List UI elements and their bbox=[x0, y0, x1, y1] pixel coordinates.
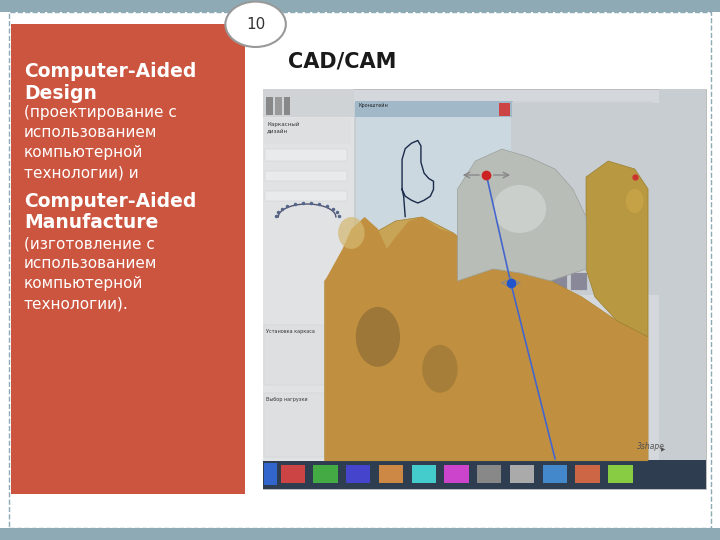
Text: использованием: использованием bbox=[24, 125, 157, 140]
Text: компьютерной: компьютерной bbox=[24, 145, 143, 160]
Text: использованием: использованием bbox=[24, 256, 157, 272]
Bar bbox=[499, 103, 510, 116]
Bar bbox=[281, 465, 305, 483]
Text: (изготовление с: (изготовление с bbox=[24, 237, 155, 252]
Bar bbox=[659, 89, 706, 461]
Bar bbox=[284, 97, 290, 115]
Bar bbox=[552, 273, 567, 290]
Bar bbox=[313, 465, 338, 483]
Bar bbox=[454, 273, 470, 290]
Ellipse shape bbox=[422, 345, 458, 393]
Polygon shape bbox=[325, 217, 648, 461]
Bar bbox=[264, 325, 351, 385]
Polygon shape bbox=[325, 217, 648, 461]
Bar bbox=[355, 101, 512, 271]
Bar bbox=[477, 465, 501, 483]
Bar bbox=[412, 465, 436, 483]
Text: (проектирование с: (проектирование с bbox=[24, 105, 176, 120]
Bar bbox=[265, 171, 347, 181]
Text: Manufacture: Manufacture bbox=[24, 213, 158, 232]
Bar bbox=[264, 118, 351, 144]
Bar bbox=[265, 191, 347, 201]
Ellipse shape bbox=[626, 189, 644, 213]
Text: 10: 10 bbox=[246, 17, 265, 32]
Bar bbox=[444, 465, 469, 483]
Bar bbox=[357, 273, 373, 290]
Text: CAD/CAM: CAD/CAM bbox=[288, 51, 397, 71]
Ellipse shape bbox=[356, 307, 400, 367]
Text: Computer-Aided: Computer-Aided bbox=[24, 192, 196, 211]
Bar bbox=[275, 97, 282, 115]
Text: ▶: ▶ bbox=[661, 448, 665, 453]
Text: Каркасный
дизайн: Каркасный дизайн bbox=[267, 122, 300, 133]
Bar bbox=[263, 89, 354, 117]
Text: Кронштейн: Кронштейн bbox=[359, 103, 388, 108]
Bar bbox=[0, 528, 720, 540]
Bar bbox=[263, 89, 354, 461]
Bar bbox=[513, 273, 528, 290]
Polygon shape bbox=[458, 149, 586, 281]
Ellipse shape bbox=[338, 217, 364, 249]
Bar bbox=[354, 103, 659, 295]
Text: Установка каркаса: Установка каркаса bbox=[266, 329, 315, 334]
Bar bbox=[575, 465, 600, 483]
Bar bbox=[266, 97, 273, 115]
Text: компьютерной: компьютерной bbox=[24, 276, 143, 292]
Bar bbox=[264, 393, 351, 457]
Bar bbox=[263, 89, 706, 489]
Bar bbox=[493, 273, 509, 290]
Bar bbox=[474, 273, 490, 290]
Bar bbox=[608, 465, 633, 483]
Bar bbox=[0, 0, 720, 12]
Circle shape bbox=[225, 2, 286, 47]
Text: Выбор нагрузки: Выбор нагрузки bbox=[266, 397, 307, 402]
Bar bbox=[510, 465, 534, 483]
Bar bbox=[571, 273, 587, 290]
Bar bbox=[11, 24, 245, 494]
Bar bbox=[435, 273, 451, 290]
Bar bbox=[355, 271, 512, 293]
Text: Design: Design bbox=[24, 84, 96, 103]
Bar bbox=[356, 117, 510, 263]
Text: технологии).: технологии). bbox=[24, 296, 128, 312]
Bar bbox=[355, 101, 512, 117]
Bar bbox=[346, 465, 370, 483]
Text: Computer-Aided: Computer-Aided bbox=[24, 62, 196, 81]
Bar bbox=[396, 273, 412, 290]
Text: технологии) и: технологии) и bbox=[24, 165, 138, 180]
Polygon shape bbox=[586, 161, 648, 337]
Text: 3shape: 3shape bbox=[637, 442, 665, 451]
Bar bbox=[263, 460, 706, 489]
Bar bbox=[543, 465, 567, 483]
Bar bbox=[449, 102, 652, 127]
Bar bbox=[265, 149, 347, 161]
Bar bbox=[379, 465, 403, 483]
Ellipse shape bbox=[493, 185, 546, 233]
Bar bbox=[415, 273, 431, 290]
Bar bbox=[532, 273, 548, 290]
Bar bbox=[377, 273, 392, 290]
Bar bbox=[264, 463, 276, 485]
